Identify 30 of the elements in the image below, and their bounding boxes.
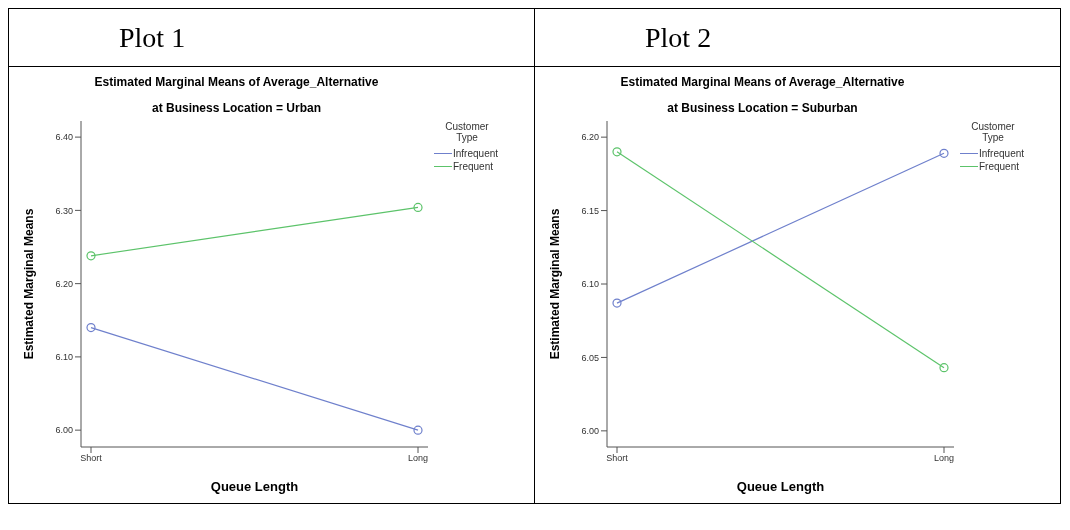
y-axis-title: Estimated Marginal Means (548, 208, 563, 360)
y-axis-title: Estimated Marginal Means (22, 208, 37, 360)
chart-subtitle: at Business Location = Urban (150, 101, 322, 117)
y-tick-label: 6.10 (581, 279, 599, 290)
y-tick-label: 6.00 (581, 426, 599, 437)
y-tick-label: 6.10 (55, 352, 73, 363)
chart-title: Estimated Marginal Means of Average_Alternative (619, 75, 906, 91)
x-axis-title: Queue Length (210, 479, 299, 494)
text: Plot 1 (119, 22, 186, 53)
legend-title: Customer Type (444, 121, 490, 143)
x-tick-label: Short (606, 453, 629, 464)
text: Plot 2 (645, 22, 712, 53)
y-tick-label: 6.20 (55, 278, 73, 289)
legend-label: Frequent (453, 161, 494, 172)
y-tick-label: 6.30 (55, 205, 73, 216)
chart-title: Estimated Marginal Means of Average_Alternative (93, 75, 380, 91)
legend-label: Infrequent (979, 148, 1025, 159)
y-tick-label: 6.05 (581, 352, 599, 363)
y-tick-label: 6.20 (581, 132, 599, 143)
chart-subtitle: at Business Location = Suburban (666, 101, 859, 117)
y-tick-label: 6.00 (55, 425, 73, 436)
legend-label: Frequent (979, 161, 1020, 172)
x-axis-title: Queue Length (736, 479, 825, 494)
x-tick-label: Short (80, 453, 103, 464)
y-tick-label: 6.15 (581, 205, 599, 216)
legend-title: Customer Type (970, 121, 1016, 143)
legend-label: Infrequent (453, 148, 499, 159)
x-tick-label: Long (933, 453, 955, 464)
x-tick-label: Long (407, 453, 429, 464)
y-tick-label: 6.40 (55, 132, 73, 143)
